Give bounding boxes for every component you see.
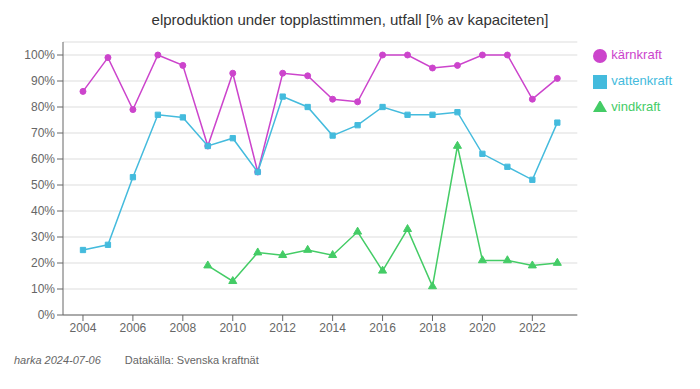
- svg-text:50%: 50%: [31, 178, 55, 192]
- svg-text:90%: 90%: [31, 74, 55, 88]
- svg-text:2022: 2022: [519, 321, 546, 335]
- svg-text:40%: 40%: [31, 204, 55, 218]
- svg-text:2020: 2020: [469, 321, 496, 335]
- svg-text:20%: 20%: [31, 256, 55, 270]
- svg-text:2018: 2018: [419, 321, 446, 335]
- svg-text:0%: 0%: [38, 308, 56, 322]
- svg-text:2016: 2016: [369, 321, 396, 335]
- html-text:harka 2024-07-06: harka 2024-07-06: [14, 354, 101, 366]
- html-text:elproduktion under topplasttim: elproduktion under topplasttimmen, utfal…: [151, 11, 549, 28]
- svg-text:2010: 2010: [219, 321, 246, 335]
- html-text:Datakälla: Svenska kraftnät: Datakälla: Svenska kraftnät: [124, 354, 259, 366]
- svg-text:80%: 80%: [31, 100, 55, 114]
- html-text:vattenkraft: vattenkraft: [611, 73, 672, 88]
- html-text:kärnkraft: kärnkraft: [611, 47, 662, 62]
- svg-text:60%: 60%: [31, 152, 55, 166]
- svg-text:10%: 10%: [31, 282, 55, 296]
- svg-text:2008: 2008: [169, 321, 196, 335]
- svg-text:100%: 100%: [24, 48, 55, 62]
- svg-text:2006: 2006: [120, 321, 147, 335]
- svg-text:2012: 2012: [269, 321, 296, 335]
- svg-text:2004: 2004: [70, 321, 97, 335]
- svg-text:2014: 2014: [319, 321, 346, 335]
- svg-text:70%: 70%: [31, 126, 55, 140]
- svg-text:30%: 30%: [31, 230, 55, 244]
- html-text:vindkraft: vindkraft: [611, 99, 661, 114]
